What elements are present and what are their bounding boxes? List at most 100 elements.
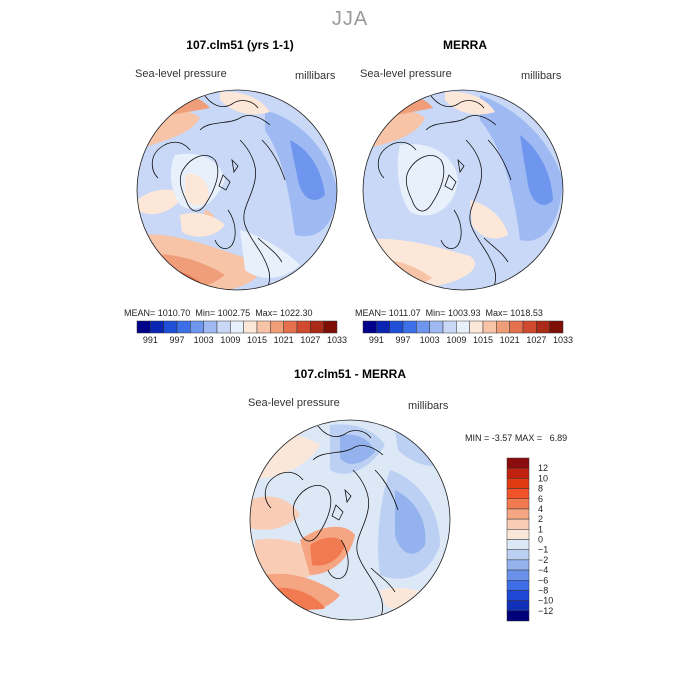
panel1-field-patch [137, 189, 185, 215]
panel3-colorbar-tick-label: −6 [538, 575, 548, 585]
panel2-title: MERRA [443, 38, 487, 52]
panel2-min-label: Min= [425, 308, 446, 318]
panel3-colorbar-swatch [506, 559, 530, 571]
panel2-field-patch [520, 135, 553, 205]
panel2-colorbar-swatch [442, 320, 457, 334]
panel3-colorbar-swatch [506, 580, 530, 591]
panel1-colorbar-swatch [296, 320, 311, 334]
panel1-colorbar-tick-label: 997 [169, 335, 184, 345]
panel2-colorbar-tick-label: 991 [369, 335, 384, 345]
panel3-colorbar-tick-label: −10 [538, 596, 553, 606]
panel3-map [250, 420, 450, 620]
panel1-min-label: Min= [195, 308, 216, 318]
season-title: JJA [331, 8, 369, 30]
panel1-colorbar-swatch [323, 320, 338, 334]
panel2-mean-value: 1011.07 [388, 308, 421, 318]
panel3-colorbar-swatch [506, 498, 530, 510]
panel3-field-patch [395, 490, 426, 554]
panel1-max-label: Max= [255, 308, 278, 318]
panel3-colorbar-tick-label: −4 [538, 565, 548, 575]
panel2-coastlines [377, 95, 512, 290]
panel3-title: 107.clm51 - MERRA [293, 367, 407, 381]
panel2-colorbar-swatch [496, 320, 510, 334]
panel1-colorbar-swatch [256, 320, 271, 334]
panel2-colorbar-swatch [482, 320, 497, 334]
panel3-colorbar-tick-label: 12 [538, 463, 548, 473]
panel2-stats: MEAN= 1011.07 Min= 1003.93 Max= 1018.53 [355, 308, 543, 318]
panel2-colorbar-tick-label: 1027 [526, 335, 546, 345]
panel1-mean-value: 1010.70 [157, 308, 191, 318]
panel3-colorbar-tick-label: 1 [538, 524, 543, 534]
panel2-colorbar-swatch [416, 320, 430, 334]
panel3-stats: MIN = -3.57 MAX = 6.89 [465, 433, 567, 443]
panel2-colorbar: 991 997 1003 1009 1015 1021 1027 1033 [362, 320, 573, 345]
panel2-colorbar-swatch [429, 320, 444, 334]
panel1-field-patch [220, 91, 270, 115]
panel3-colorbar-swatch [506, 467, 530, 479]
panel3-colorbar-swatch [506, 569, 530, 581]
panel1-colorbar-swatch [216, 320, 231, 334]
panel3-colorbar-tick-label: −12 [538, 606, 553, 616]
panel3-colorbar-swatch [506, 488, 530, 499]
panel3-colorbar-swatch [506, 539, 530, 550]
panel1-colorbar-swatch [243, 320, 258, 334]
panel2-colorbar-swatch [362, 320, 377, 334]
panel2-field-label: Sea-level pressure [360, 68, 452, 80]
panel2-colorbar-swatch [402, 320, 417, 334]
panel2-colorbar-swatch [376, 320, 390, 334]
panel2-min-value: 1003.93 [447, 308, 481, 318]
panel3-colorbar-swatch [506, 549, 530, 561]
panel2-colorbar-swatch [522, 320, 537, 334]
panel3-colorbar-swatch [506, 518, 530, 530]
panel3-field-label: Sea-level pressure [248, 397, 340, 409]
panel3-colorbar-tick-label: −2 [538, 555, 548, 565]
panel1-colorbar-swatch [270, 320, 284, 334]
panel2-max-value: 1018.53 [510, 308, 543, 318]
panel3-coastlines [264, 425, 399, 620]
panel2-colorbar-tick-label: 1033 [553, 335, 573, 345]
panel1-colorbar-tick-label: 1021 [274, 335, 294, 345]
panel1-coastlines [151, 95, 286, 290]
panel3-colorbar-swatch [506, 457, 530, 469]
panel2-colorbar-tick-label: 997 [395, 335, 410, 345]
panel2-colorbar-swatch [509, 320, 524, 334]
panel1-map [137, 90, 337, 290]
panel1-colorbar: 991 997 1003 1009 1015 1021 1027 1033 [136, 320, 347, 345]
panel3-colorbar-tick-label: −8 [538, 585, 548, 595]
panel2-mean-label: MEAN= [355, 308, 387, 318]
panel3-colorbar-swatch [506, 508, 530, 520]
panel1-colorbar-swatch [203, 320, 218, 334]
panel1-map-border [136, 89, 338, 291]
panel2-field-patch [397, 144, 458, 216]
panel1-min-value: 1002.75 [217, 308, 251, 318]
panel2-max-label: Max= [485, 308, 508, 318]
panel1-max-value: 1022.30 [279, 308, 313, 318]
panel2-colorbar-tick-label: 1009 [446, 335, 466, 345]
panel3-min-value: -3.57 [491, 433, 513, 443]
panel2-colorbar-tick-label: 1003 [420, 335, 440, 345]
panel3-colorbar-swatch [506, 600, 530, 612]
panel2-colorbar-swatch [389, 320, 404, 334]
panel1-colorbar-tick-label: 991 [143, 335, 158, 345]
panel3-min-label: MIN = [465, 433, 490, 443]
panel2-colorbar-swatch [536, 320, 550, 334]
panel3-field-patch [250, 496, 300, 530]
panel1-field-patch [240, 230, 300, 278]
panel1-colorbar-tick-label: 1015 [247, 335, 267, 345]
panel1-colorbar-swatch [190, 320, 204, 334]
panel1-field-patch [185, 174, 209, 206]
panel1-colorbar-tick-label: 1009 [220, 335, 240, 345]
panel3-max-label: MAX = [514, 433, 543, 443]
panel2-colorbar-swatch [456, 320, 470, 334]
panel2-colorbar-swatch [469, 320, 484, 334]
panel1-colorbar-swatch [230, 320, 244, 334]
panel2-units-label: millibars [521, 70, 562, 82]
panel3-colorbar-tick-label: 2 [538, 514, 543, 524]
panel1-field-label: Sea-level pressure [135, 68, 227, 80]
panel3-units-label: millibars [408, 400, 449, 412]
panel3-colorbar-swatch [506, 610, 530, 622]
panel1-stats: MEAN= 1010.70 Min= 1002.75 Max= 1022.30 [124, 308, 313, 318]
panel1-colorbar-swatch [310, 320, 324, 334]
